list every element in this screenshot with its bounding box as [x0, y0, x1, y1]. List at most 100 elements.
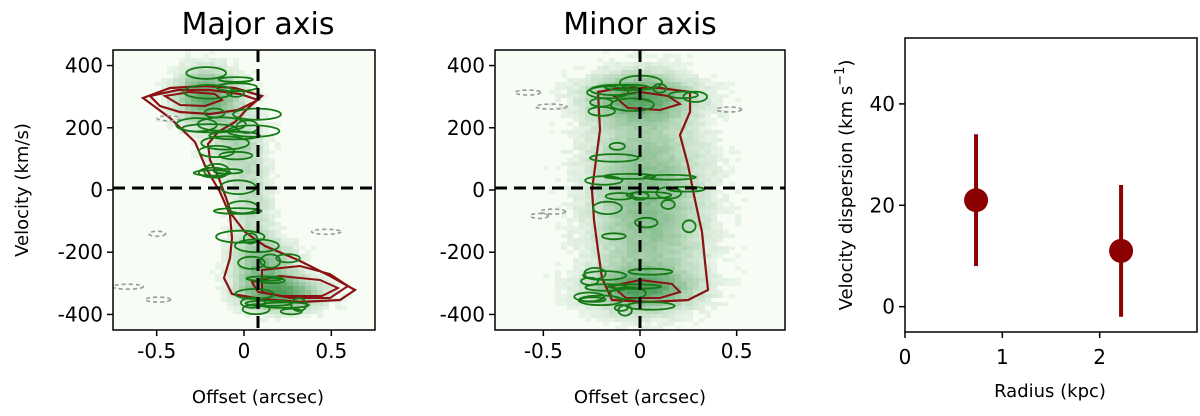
heatmap-cell [627, 62, 633, 66]
heatmap-cell [717, 146, 723, 150]
heatmap-cell [209, 78, 215, 82]
heatmap-cell [657, 58, 663, 62]
heatmap-cell [215, 178, 221, 182]
heatmap-cell [221, 262, 227, 266]
heatmap-cell [711, 234, 717, 238]
heatmap-cell [227, 166, 233, 170]
heatmap-cell [281, 234, 287, 238]
heatmap-cell [591, 110, 597, 114]
heatmap-cell [657, 166, 663, 170]
heatmap-cell [663, 210, 669, 214]
heatmap-cell [699, 278, 705, 282]
heatmap-cell [251, 198, 257, 202]
heatmap-cell [675, 286, 681, 290]
heatmap-cell [221, 142, 227, 146]
heatmap-cell [639, 246, 645, 250]
heatmap-cell [155, 82, 161, 86]
heatmap-cell [627, 198, 633, 202]
heatmap-cell [173, 98, 179, 102]
heatmap-cell [573, 138, 579, 142]
heatmap-cell [269, 198, 275, 202]
heatmap-cell [209, 110, 215, 114]
heatmap-cell [633, 254, 639, 258]
heatmap-cell [281, 246, 287, 250]
heatmap-cell [651, 158, 657, 162]
heatmap-cell [687, 222, 693, 226]
heatmap-cell [161, 98, 167, 102]
heatmap-cell [633, 54, 639, 58]
heatmap-cell [693, 114, 699, 118]
heatmap-cell [669, 94, 675, 98]
heatmap-cell [215, 170, 221, 174]
heatmap-cell [663, 302, 669, 306]
heatmap-cell [579, 314, 585, 318]
heatmap-cell [269, 162, 275, 166]
heatmap-cell [711, 118, 717, 122]
heatmap-cell [269, 206, 275, 210]
heatmap-cell [579, 118, 585, 122]
heatmap-cell [693, 290, 699, 294]
heatmap-cell [579, 134, 585, 138]
heatmap-cell [627, 250, 633, 254]
heatmap-cell [269, 218, 275, 222]
heatmap-cell [651, 150, 657, 154]
heatmap-cell [597, 230, 603, 234]
heatmap-cell [657, 266, 663, 270]
heatmap-cell [579, 154, 585, 158]
heatmap-cell [185, 66, 191, 70]
heatmap-cell [669, 274, 675, 278]
heatmap-cell [693, 218, 699, 222]
heatmap-cell [651, 258, 657, 262]
heatmap-cell [627, 182, 633, 186]
heatmap-cell [579, 242, 585, 246]
heatmap-cell [305, 314, 311, 318]
heatmap-cell [687, 122, 693, 126]
heatmap-cell [269, 310, 275, 314]
heatmap-cell [615, 326, 621, 330]
heatmap-cell [639, 122, 645, 126]
noise-contour [198, 144, 236, 158]
heatmap-cell [675, 214, 681, 218]
heatmap-cell [203, 142, 209, 146]
heatmap-cell [639, 126, 645, 130]
noise-contour [181, 123, 238, 134]
heatmap-cell [621, 118, 627, 122]
heatmap-cell [233, 278, 239, 282]
heatmap-cell [299, 270, 305, 274]
heatmap-cell [627, 134, 633, 138]
heatmap-cell [681, 242, 687, 246]
heatmap-cell [567, 134, 573, 138]
heatmap-cell [699, 102, 705, 106]
heatmap-cell [699, 294, 705, 298]
heatmap-cell [681, 266, 687, 270]
heatmap-cell [669, 238, 675, 242]
heatmap-cell [245, 290, 251, 294]
heatmap-cell [227, 234, 233, 238]
heatmap-cell [215, 138, 221, 142]
heatmap-cell [609, 314, 615, 318]
heatmap-cell [585, 150, 591, 154]
heatmap-cell [555, 106, 561, 110]
heatmap-cell [573, 274, 579, 278]
heatmap-cell [555, 206, 561, 210]
heatmap-cell [317, 306, 323, 310]
heatmap-cell [639, 62, 645, 66]
heatmap-cell [651, 230, 657, 234]
heatmap-cell [221, 254, 227, 258]
heatmap-cell [239, 238, 245, 242]
heatmap-cell [597, 246, 603, 250]
heatmap-cell [633, 226, 639, 230]
heatmap-cell [573, 130, 579, 134]
heatmap-cell [233, 170, 239, 174]
heatmap-cell [215, 154, 221, 158]
heatmap-cell [299, 246, 305, 250]
heatmap-cell [669, 150, 675, 154]
heatmap-cell [639, 206, 645, 210]
noise-contour [582, 270, 628, 281]
heatmap-cell [609, 70, 615, 74]
heatmap-cell [699, 110, 705, 114]
heatmap-cell [687, 146, 693, 150]
heatmap-cell [723, 206, 729, 210]
heatmap-cell [633, 118, 639, 122]
heatmap-cell [597, 142, 603, 146]
